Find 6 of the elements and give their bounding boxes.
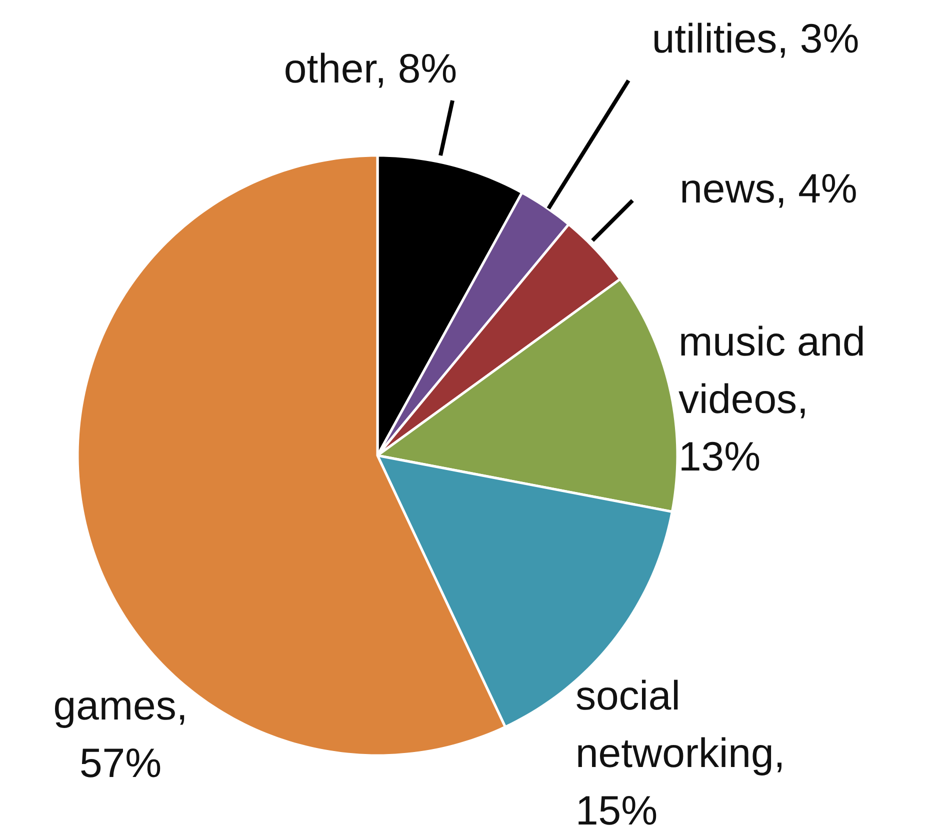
slice-label: social networking, 15%: [576, 672, 786, 834]
slice-label: other, 8%: [284, 46, 458, 92]
slice-label: music and videos, 13%: [678, 318, 866, 480]
slice-label: games, 57%: [53, 682, 188, 786]
slice-label: utilities, 3%: [652, 16, 860, 62]
slice-label: news, 4%: [680, 166, 858, 212]
